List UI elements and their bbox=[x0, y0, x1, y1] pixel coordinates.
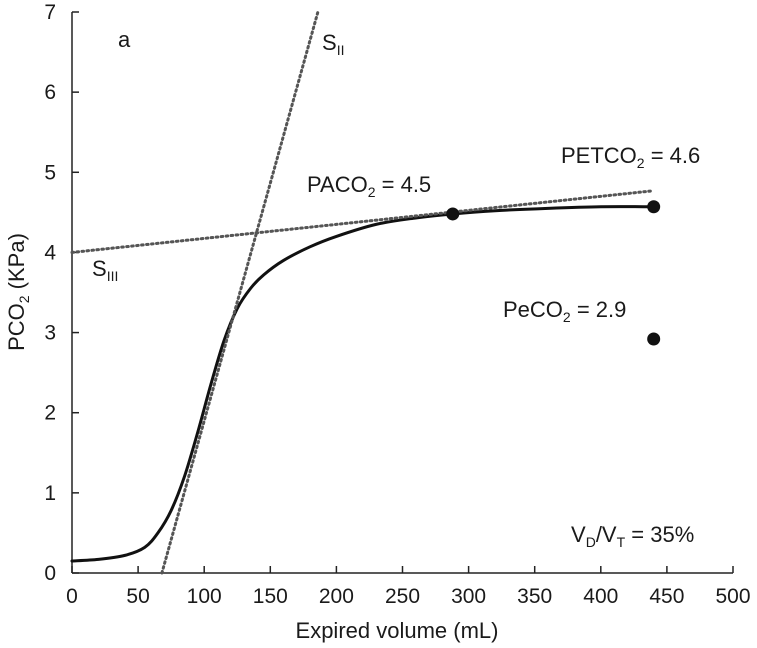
paco2-marker bbox=[446, 207, 460, 221]
y-tick-label: 7 bbox=[44, 1, 56, 24]
y-ticks: 0 1 2 3 4 5 6 7 bbox=[44, 1, 79, 585]
x-tick-label: 100 bbox=[187, 585, 222, 608]
y-tick-label: 1 bbox=[44, 482, 56, 505]
x-tick-label: 300 bbox=[451, 585, 486, 608]
axes bbox=[71, 12, 733, 574]
s-iii-dotted-line bbox=[70, 189, 656, 254]
series-layer bbox=[70, 10, 656, 575]
y-axis-title: PCO2 (KPa) bbox=[4, 233, 32, 351]
x-tick-label: 350 bbox=[517, 585, 552, 608]
x-tick-label: 50 bbox=[126, 585, 149, 608]
peco2-label: PeCO2 = 2.9 bbox=[503, 297, 626, 325]
x-axis-title: Expired volume (mL) bbox=[296, 618, 499, 643]
x-ticks: 0 50 100 150 200 250 300 350 400 450 500 bbox=[66, 566, 751, 608]
s-ii-label: SII bbox=[322, 30, 344, 58]
x-tick-label: 150 bbox=[253, 585, 288, 608]
y-tick-label: 0 bbox=[44, 562, 56, 585]
y-tick-label: 2 bbox=[44, 402, 56, 425]
petco2-label: PETCO2 = 4.6 bbox=[561, 143, 700, 171]
x-tick-label: 0 bbox=[66, 585, 78, 608]
s-iii-label: SIII bbox=[92, 256, 118, 284]
y-tick-label: 5 bbox=[44, 161, 56, 184]
paco2-label: PACO2 = 4.5 bbox=[307, 172, 431, 200]
y-tick-label: 4 bbox=[44, 241, 56, 264]
peco2-marker bbox=[647, 332, 661, 346]
panel-label: a bbox=[118, 27, 131, 52]
x-tick-label: 200 bbox=[319, 585, 354, 608]
vd-vt-label: VD/VT = 35% bbox=[571, 522, 694, 550]
marker-layer bbox=[446, 200, 661, 346]
x-tick-label: 500 bbox=[715, 585, 750, 608]
s-ii-dotted-line bbox=[160, 10, 320, 575]
y-tick-label: 6 bbox=[44, 81, 56, 104]
x-tick-label: 450 bbox=[649, 585, 684, 608]
petco2-marker bbox=[647, 200, 661, 214]
x-tick-label: 250 bbox=[385, 585, 420, 608]
x-tick-label: 400 bbox=[583, 585, 618, 608]
co2-curve bbox=[70, 205, 656, 563]
y-tick-label: 3 bbox=[44, 322, 56, 345]
